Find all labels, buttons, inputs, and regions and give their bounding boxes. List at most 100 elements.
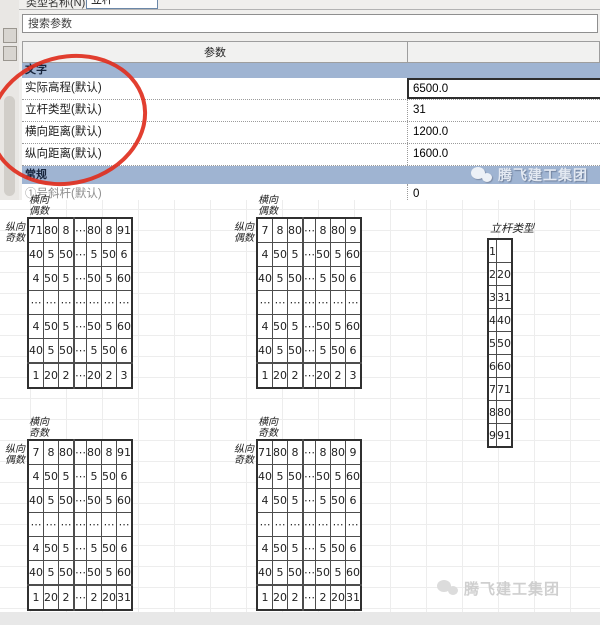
grid-cell: 2: [315, 584, 331, 611]
grid-cell: 50: [43, 266, 59, 291]
background-button: [3, 28, 17, 43]
grid-row: 40 5 50 ⋯ 5 50 6: [27, 242, 133, 267]
param-row-pole-type: 立杆类型(默认) 31: [22, 100, 600, 122]
grid-cell: 50: [43, 314, 59, 339]
grid-cell: 60: [116, 488, 133, 513]
grid-row: 1 20 2 ⋯ 20 2 3: [256, 362, 362, 389]
grid-cell: 4: [256, 536, 273, 561]
dialog-divider: [19, 9, 600, 10]
grid-cell: 5: [330, 314, 346, 339]
param-value-input[interactable]: 6500.0: [407, 78, 600, 99]
grid-cell: 5: [86, 338, 102, 364]
grid-cell: 60: [116, 266, 133, 291]
grid-cell: 6: [116, 338, 133, 364]
grid-cell: 50: [101, 464, 117, 489]
pole-type-cell: 5: [487, 331, 497, 355]
grid-cell: ⋯: [302, 488, 316, 513]
grid-cell: 8: [43, 439, 59, 465]
grid-cell: ⋯: [272, 290, 288, 315]
grid-row: 71 80 8 ⋯ 8 80 9: [256, 439, 362, 465]
grid-cell: 80: [330, 439, 346, 465]
background-button: [3, 46, 17, 61]
grid-cell: 2: [58, 362, 75, 389]
matrix-grid: 71 80 8 ⋯ 80 8 91 40 5 50 ⋯ 5 50 6 4 50 5 ⋯ 50 5 60 ⋯ ⋯ ⋯ ⋯ ⋯ ⋯ ⋯ 4 5…: [27, 217, 133, 389]
grid-cell: 4: [27, 536, 44, 561]
grid-cell: 5: [101, 560, 117, 586]
grid-cell: 6: [345, 488, 362, 513]
grid-cell: 5: [86, 464, 102, 489]
grid-cell: 20: [43, 362, 59, 389]
pole-type-cell: 91: [496, 423, 513, 448]
grid-cell: 50: [272, 488, 288, 513]
grid-cell: ⋯: [101, 512, 117, 537]
grid-row: 1 20 2 ⋯ 20 2 3: [27, 362, 133, 389]
value-column-header: [408, 42, 599, 62]
grid-cell: 5: [315, 488, 331, 513]
search-parameters-input[interactable]: 搜索参数: [22, 14, 598, 33]
pole-type-cell: 2: [487, 262, 497, 286]
type-name-input[interactable]: 立杆: [86, 0, 158, 9]
section-header-text[interactable]: 文字: [22, 63, 600, 78]
grid-cell: 5: [272, 266, 288, 291]
grid-cell: ⋯: [73, 217, 87, 243]
grid-cell: 1: [27, 584, 44, 611]
grid-cell: ⋯: [302, 439, 316, 465]
grid-cell: 40: [256, 464, 273, 489]
grid-cell: 50: [101, 242, 117, 267]
grid-cell: 50: [330, 266, 346, 291]
grid-cell: 4: [256, 242, 273, 267]
grid-cell: 8: [101, 439, 117, 465]
matrix-grid: 71 80 8 ⋯ 8 80 9 40 5 50 ⋯ 50 5 60 4 50 5 ⋯ 5 50 6 ⋯ ⋯ ⋯ ⋯ ⋯ ⋯ ⋯ 4 50…: [256, 439, 362, 611]
grid-row: ⋯ ⋯ ⋯ ⋯ ⋯ ⋯ ⋯: [256, 290, 362, 315]
grid-cell: 5: [86, 242, 102, 267]
grid-cell: 50: [43, 536, 59, 561]
grid-cell: 5: [101, 314, 117, 339]
grid-cell: 50: [330, 338, 346, 364]
grid-cell: 1: [27, 362, 44, 389]
grid-cell: 91: [116, 217, 133, 243]
grid-cell: 5: [43, 338, 59, 364]
grid-cell: 50: [315, 560, 331, 586]
grid-cell: 60: [116, 314, 133, 339]
param-value-input[interactable]: 31: [407, 100, 600, 121]
grid-cell: 50: [86, 488, 102, 513]
section-header-general[interactable]: 常规 腾飞建工集团: [22, 166, 600, 184]
param-value-input[interactable]: 1600.0: [407, 144, 600, 165]
grid-row: 4 50 5 ⋯ 5 50 6: [256, 536, 362, 561]
grid-cell: 60: [345, 314, 362, 339]
grid-cell: 5: [315, 338, 331, 364]
grid-cell: 20: [43, 584, 59, 611]
grid-cell: ⋯: [302, 512, 316, 537]
grid-cell: ⋯: [302, 242, 316, 267]
row-group-label: 纵向奇数: [5, 222, 25, 244]
grid-cell: 5: [58, 314, 75, 339]
grid-cell: 9: [345, 217, 362, 243]
grid-cell: ⋯: [73, 242, 87, 267]
grid-cell: 5: [58, 266, 75, 291]
grid-row: 4 50 5 ⋯ 5 50 6: [256, 488, 362, 513]
grid-cell: 2: [58, 584, 75, 611]
grid-cell: 8: [287, 439, 304, 465]
grid-cell: ⋯: [302, 362, 316, 389]
grid-cell: 5: [272, 338, 288, 364]
grid-cell: ⋯: [73, 439, 87, 465]
grid-cell: 4: [27, 464, 44, 489]
grid-row: 40 5 50 ⋯ 5 50 6: [256, 338, 362, 364]
pole-type-cell: 7: [487, 377, 497, 401]
pole-type-cell: 60: [496, 354, 513, 378]
pole-type-row: 1: [487, 238, 513, 263]
grid-cell: ⋯: [73, 290, 87, 315]
grid-cell: 1: [256, 584, 273, 611]
grid-cell: 3: [345, 362, 362, 389]
grid-cell: 31: [116, 584, 133, 611]
param-value-input[interactable]: 0: [407, 184, 600, 206]
grid-cell: ⋯: [330, 290, 346, 315]
grid-cell: 80: [86, 439, 102, 465]
param-value-input[interactable]: 1200.0: [407, 122, 600, 143]
grid-cell: ⋯: [256, 512, 273, 537]
grid-cell: 50: [287, 464, 304, 489]
grid-cell: ⋯: [73, 512, 87, 537]
grid-cell: 2: [86, 584, 102, 611]
grid-cell: ⋯: [116, 290, 133, 315]
